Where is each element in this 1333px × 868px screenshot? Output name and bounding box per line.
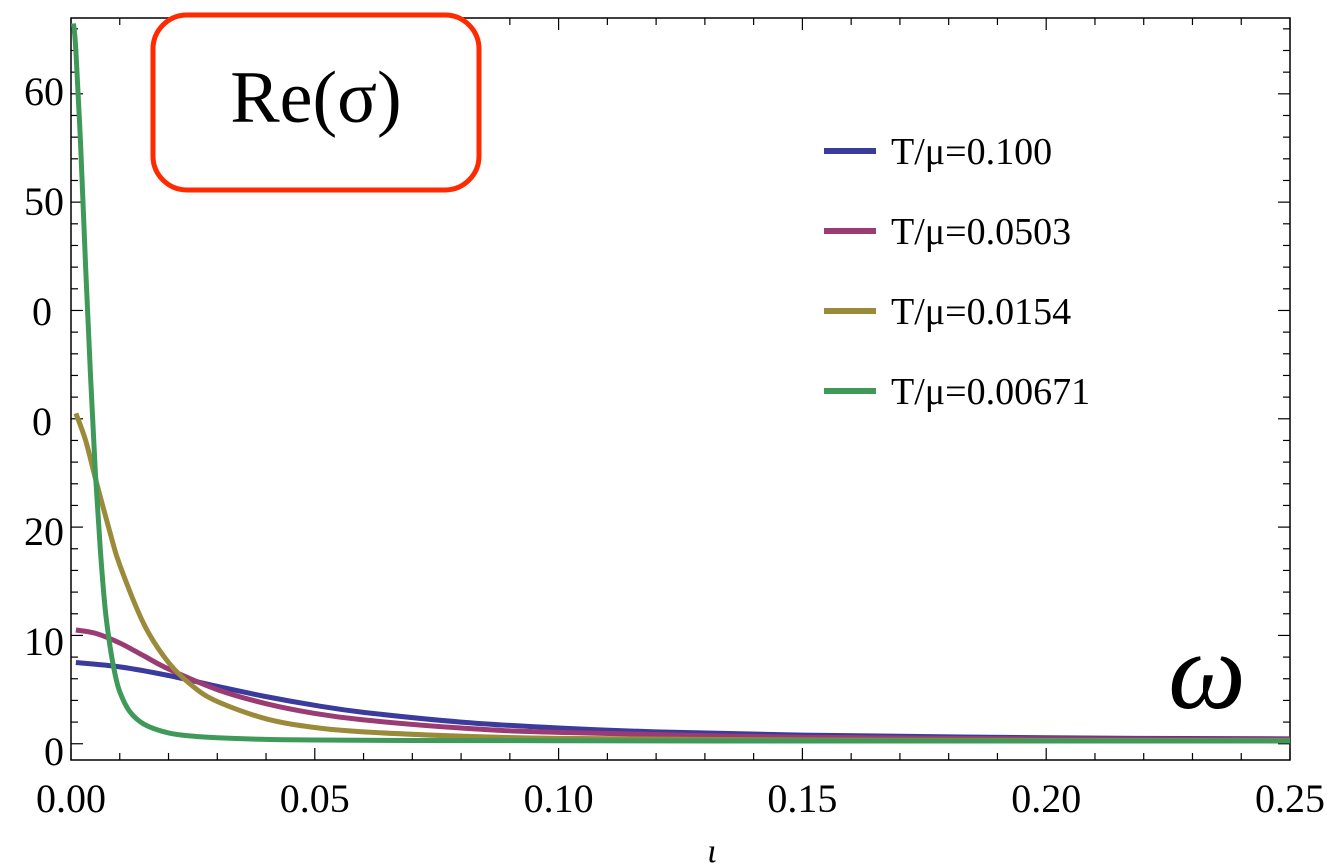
x-tick-label: 0.05 [280, 776, 350, 821]
title-box-border [150, 12, 482, 193]
y-tick-label: 0 [32, 399, 52, 444]
y-tick-label: 50 [24, 179, 64, 224]
x-axis-label: ω [1168, 610, 1246, 732]
y-tick-label: 20 [24, 509, 64, 554]
x-axis-tick-labels: 0.00 0.05 0.10 0.15 0.20 0.25 [36, 776, 1325, 821]
x-tick-label: 0.15 [767, 776, 837, 821]
legend-label: T/μ=0.100 [891, 131, 1052, 173]
chart-title: Re(σ) [230, 57, 401, 139]
series-line-3 [70, 23, 1290, 744]
x-tick-label: 0.00 [36, 776, 106, 821]
y-axis-tick-labels: 0 10 20 0 0 50 60 [24, 69, 64, 774]
series-line-2 [73, 412, 1291, 744]
legend-label: T/μ=0.0154 [891, 291, 1071, 333]
x-tick-label: 0.20 [1011, 776, 1081, 821]
y-tick-label: 60 [24, 69, 64, 114]
legend-label: T/μ=0.0503 [891, 211, 1071, 253]
title-box: Re(σ) [150, 12, 482, 193]
y-tick-label: 10 [24, 619, 64, 664]
series-lines [70, 23, 1291, 744]
plot-frame [70, 17, 1291, 761]
x-tick-label: 0.25 [1255, 776, 1325, 821]
legend-label: T/μ=0.00671 [891, 371, 1090, 413]
y-tick-label: 0 [32, 289, 52, 334]
bottom-stray-glyph: ι [707, 833, 716, 868]
y-tick-label: 0 [44, 729, 64, 774]
series-line-1 [75, 627, 1291, 742]
x-tick-label: 0.10 [524, 776, 594, 821]
legend: T/μ=0.100 T/μ=0.0503 T/μ=0.0154 T/μ=0.00671 [824, 131, 1090, 413]
